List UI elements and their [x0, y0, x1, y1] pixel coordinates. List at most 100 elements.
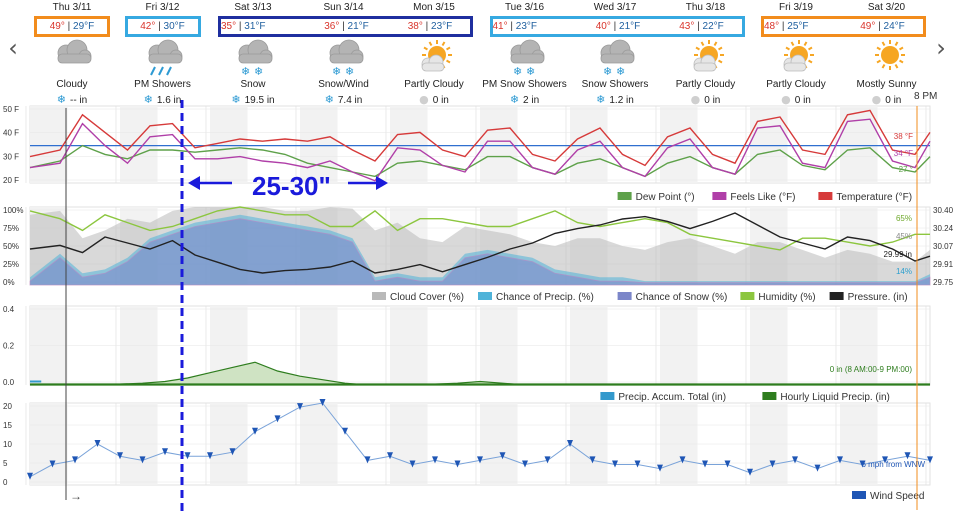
- legend-label: Temperature (°F): [836, 192, 912, 203]
- snow-cloud-icon: ❄ ❄: [481, 37, 569, 78]
- day-high: 49°: [860, 21, 876, 32]
- legend-swatch: [372, 292, 386, 300]
- forecast-day-7[interactable]: Wed 3/17 40° | 21°F ❄ ❄ Snow Showers ❄ 1.2 in: [568, 2, 668, 107]
- day-low: 23°F: [431, 21, 453, 32]
- day-low: 23°F: [515, 21, 538, 32]
- wind-direction-marker: [567, 440, 573, 447]
- precip-axis-tick: 0.4: [3, 305, 15, 314]
- legend-label: Pressure. (in): [848, 292, 908, 303]
- day-condition: Partly Cloudy: [766, 79, 826, 90]
- wind-axis-tick: 20: [3, 402, 12, 411]
- next-days-button[interactable]: ›: [936, 34, 946, 62]
- wind-direction-marker: [49, 460, 56, 468]
- precip-legend-item: Hourly Liquid Precip. (in): [762, 392, 890, 403]
- wind-direction-marker: [657, 464, 663, 472]
- snowflake-icon: ❄: [324, 93, 334, 106]
- sky-legend-item: Cloud Cover (%): [372, 292, 464, 303]
- pressure-axis-tick: 30.24: [933, 224, 954, 233]
- wind-direction-marker: [522, 460, 528, 468]
- day-precip-amount: 0 in: [704, 95, 721, 106]
- wind-direction-marker: [589, 456, 596, 464]
- wind-end-label: 6 mph from WNW: [861, 460, 925, 469]
- forecast-day-8[interactable]: Thu 3/18 43° | 22°F Partly Cloudy ● 0 in: [658, 2, 750, 106]
- day-precip-amount: 19.5 in: [244, 95, 275, 106]
- wind-axis-tick: 5: [3, 459, 8, 468]
- snow-cloud-icon: ❄ ❄: [571, 37, 659, 78]
- cloud-cover-end-label: 45%: [896, 232, 912, 241]
- wind-direction-marker: [94, 440, 101, 447]
- legend-swatch: [829, 292, 844, 300]
- forecast-day-4[interactable]: Sun 3/14 36° | 21°F ❄ ❄ Snow/Wind ❄ 7.4 in: [296, 2, 397, 106]
- forecast-day-6[interactable]: Tue 3/16 41° | 23°F ❄ ❄ PM Snow Showers ❄ 2 in: [481, 2, 584, 107]
- wind-direction-marker: [679, 456, 686, 464]
- sky-axis-tick: 50%: [3, 242, 19, 251]
- wind-direction-marker: [814, 464, 821, 472]
- snow-total-annotation: 25-30": [252, 171, 331, 201]
- wind-direction-marker: [162, 448, 168, 456]
- day-precip: ● 0 in: [843, 94, 931, 107]
- wind-direction-marker: [837, 456, 843, 464]
- day-temps: 43° | 22°F: [658, 16, 745, 37]
- humidity-series: [29, 206, 930, 251]
- wind-direction-marker: [702, 460, 708, 468]
- forecast-day-2[interactable]: Fri 3/12 42° | 30°F PM Showers ❄ 1.6 in: [119, 2, 207, 106]
- wind-direction-marker: [499, 452, 506, 460]
- day-precip: ❄ 1.2 in: [571, 93, 659, 107]
- wind-direction-marker: [229, 448, 236, 456]
- svg-text:❄: ❄: [513, 65, 522, 77]
- forecast-day-5[interactable]: Mon 3/15 38° | 23°F Partly Cloudy ● 0 in: [387, 2, 478, 106]
- legend-label: Cloud Cover (%): [390, 292, 464, 303]
- snowflake-icon: ❄: [509, 93, 520, 106]
- day-high: 36°: [324, 21, 340, 32]
- day-high: 35°: [221, 21, 237, 32]
- day-condition: PM Showers: [134, 79, 191, 90]
- sky-legend-item: Pressure. (in): [829, 292, 908, 303]
- legend-swatch: [617, 192, 632, 200]
- temp-axis-tick: 20 F: [3, 176, 19, 185]
- day-high: 49°: [49, 21, 65, 32]
- wind-direction-marker: [859, 460, 866, 468]
- forecast-day-10[interactable]: Sat 3/20 49° | 24°F Mostly Sunny ● 0 in: [839, 2, 931, 107]
- partly-cloudy-icon: [752, 37, 840, 77]
- day-low: 31°F: [244, 21, 266, 32]
- day-high: 41°: [492, 21, 508, 32]
- precip-legend-item: Precip. Accum. Total (in): [600, 392, 726, 403]
- day-temps: 38° | 23°F: [387, 16, 473, 37]
- night-band: [660, 106, 698, 183]
- wind-direction-marker: [747, 468, 753, 476]
- wind-direction-marker: [792, 456, 798, 464]
- sky-legend-item: Chance of Snow (%): [617, 292, 727, 303]
- forecast-day-3[interactable]: Sat 3/13 35° | 31°F ❄ ❄ Snow ❄ 19.5 in: [209, 2, 312, 106]
- day-date: Fri 3/19: [779, 2, 813, 13]
- day-temps: 48° | 25°F: [761, 16, 855, 37]
- previous-days-button[interactable]: ‹: [8, 34, 18, 62]
- night-band: [210, 106, 248, 183]
- snowflake-icon: ❄: [231, 93, 241, 106]
- wind-direction-marker: [477, 456, 483, 464]
- day-low: 25°F: [787, 21, 809, 32]
- day-date: Thu 3/11: [52, 2, 92, 13]
- day-condition: Partly Cloudy: [675, 79, 736, 90]
- cursor-arrow-icon: →: [70, 489, 82, 503]
- day-precip: ❄ 2 in: [481, 93, 569, 107]
- day-date: Thu 3/18: [685, 2, 726, 13]
- legend-label: Hourly Liquid Precip. (in): [780, 392, 890, 403]
- legend-label: Precip. Accum. Total (in): [618, 392, 726, 403]
- chance-snow-area: [29, 218, 931, 286]
- temp-legend-item: Temperature (°F): [818, 192, 912, 203]
- legend-swatch: [740, 292, 755, 300]
- temp-legend-item: Dew Point (°): [617, 192, 695, 203]
- svg-text:❄: ❄: [345, 65, 354, 77]
- wind-direction-marker: [274, 415, 281, 423]
- forecast-day-9[interactable]: Fri 3/19 48° | 25°F Partly Cloudy ● 0 in: [752, 2, 855, 106]
- wind-direction-marker: [207, 452, 213, 460]
- sky-axis-tick: 100%: [3, 206, 23, 215]
- pressure-series: [29, 212, 931, 274]
- precip-axis-tick: 0.2: [3, 342, 15, 351]
- drop-icon: ●: [690, 93, 701, 106]
- forecast-day-1[interactable]: Thu 3/11 49° | 29°F Cloudy ❄ -- in: [28, 2, 116, 106]
- snow-cloud-icon: ❄ ❄: [300, 37, 388, 78]
- chance-precip-end-label: 14%: [896, 267, 912, 276]
- snowflake-icon: ❄: [596, 93, 606, 106]
- night-band: [750, 106, 788, 183]
